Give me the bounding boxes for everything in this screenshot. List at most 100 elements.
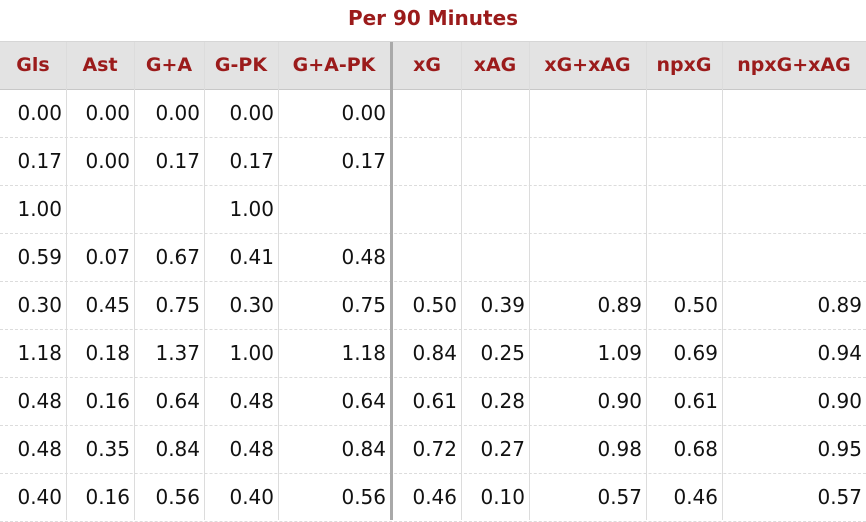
table-cell: 0.00 <box>85 101 130 125</box>
table-row: 0.48 0.16 0.64 0.48 0.64 0.61 0.28 0.90 0.61 0.90 <box>0 378 866 426</box>
table-cell: 0.95 <box>817 437 862 461</box>
table-cell: 0.35 <box>85 437 130 461</box>
table-cell: 0.90 <box>817 389 862 413</box>
table-cell: 0.00 <box>17 101 62 125</box>
table-cell <box>393 186 461 233</box>
table-cell: 1.18 <box>341 341 386 365</box>
table-cell <box>461 234 529 281</box>
table-cell: 0.56 <box>341 485 386 509</box>
table-cell: 0.61 <box>673 389 718 413</box>
table-row: 0.40 0.16 0.56 0.40 0.56 0.46 0.10 0.57 0.46 0.57 <box>0 474 866 522</box>
table-cell: 0.61 <box>412 389 457 413</box>
table-cell <box>278 186 390 233</box>
table-cell: 0.30 <box>229 293 274 317</box>
table-cell: 1.00 <box>229 197 274 221</box>
table-cell <box>529 90 646 137</box>
table-cell <box>529 186 646 233</box>
table-cell <box>722 138 866 185</box>
table-row: 1.00 1.00 <box>0 186 866 234</box>
table-cell: 0.41 <box>229 245 274 269</box>
table-cell: 0.17 <box>155 149 200 173</box>
table-row: 0.30 0.45 0.75 0.30 0.75 0.50 0.39 0.89 0.50 0.89 <box>0 282 866 330</box>
table-cell: 1.18 <box>17 341 62 365</box>
table-cell <box>461 90 529 137</box>
table-cell: 0.00 <box>85 149 130 173</box>
table-cell: 1.00 <box>229 341 274 365</box>
table-cell: 0.72 <box>412 437 457 461</box>
table-cell <box>646 186 722 233</box>
table-cell <box>66 186 134 233</box>
col-header-ast[interactable]: Ast <box>82 54 118 76</box>
group-divider <box>390 42 393 520</box>
table-cell: 0.57 <box>817 485 862 509</box>
col-header-g-plus-a-minus-pk[interactable]: G+A-PK <box>292 54 376 76</box>
col-header-xg[interactable]: xG <box>413 54 441 76</box>
table-cell: 0.50 <box>412 293 457 317</box>
table-cell: 0.07 <box>85 245 130 269</box>
table-cell: 0.17 <box>341 149 386 173</box>
col-header-xg-plus-xag[interactable]: xG+xAG <box>544 54 631 76</box>
table-cell: 0.48 <box>17 389 62 413</box>
table-cell: 0.46 <box>412 485 457 509</box>
table-cell <box>722 186 866 233</box>
table-cell <box>393 90 461 137</box>
table-cell: 0.89 <box>597 293 642 317</box>
table-cell: 0.00 <box>229 101 274 125</box>
column-divider <box>134 42 135 520</box>
table-cell: 0.17 <box>17 149 62 173</box>
table-cell: 0.75 <box>155 293 200 317</box>
table-row: 1.18 0.18 1.37 1.00 1.18 0.84 0.25 1.09 0.69 0.94 <box>0 330 866 378</box>
table-cell: 0.17 <box>229 149 274 173</box>
col-header-npxg[interactable]: npxG <box>656 54 712 76</box>
table-cell: 0.75 <box>341 293 386 317</box>
table-cell: 0.64 <box>341 389 386 413</box>
table-cell: 0.18 <box>85 341 130 365</box>
table-cell: 0.27 <box>480 437 525 461</box>
table-cell <box>529 234 646 281</box>
table-cell <box>722 90 866 137</box>
table-cell: 0.39 <box>480 293 525 317</box>
column-header-row: Gls Ast G+A G-PK G+A-PK xG xAG xG+xAG np… <box>0 42 866 90</box>
table-cell: 0.40 <box>229 485 274 509</box>
table-cell: 0.50 <box>673 293 718 317</box>
table-cell: 0.48 <box>341 245 386 269</box>
table-row: 0.17 0.00 0.17 0.17 0.17 <box>0 138 866 186</box>
table-cell <box>393 234 461 281</box>
table-cell: 0.56 <box>155 485 200 509</box>
table-cell <box>646 90 722 137</box>
table-cell: 0.40 <box>17 485 62 509</box>
table-cell: 1.09 <box>597 341 642 365</box>
table-cell: 0.45 <box>85 293 130 317</box>
column-divider <box>66 42 67 520</box>
table-cell: 0.94 <box>817 341 862 365</box>
table-cell: 0.00 <box>341 101 386 125</box>
table-cell <box>646 234 722 281</box>
table-cell: 0.48 <box>17 437 62 461</box>
table-cell: 0.48 <box>229 389 274 413</box>
table-cell: 0.90 <box>597 389 642 413</box>
col-header-g-plus-a[interactable]: G+A <box>145 54 193 76</box>
table-cell: 0.25 <box>480 341 525 365</box>
col-header-xag[interactable]: xAG <box>473 54 517 76</box>
table-cell: 0.89 <box>817 293 862 317</box>
col-header-g-minus-pk[interactable]: G-PK <box>214 54 268 76</box>
table-cell: 1.00 <box>17 197 62 221</box>
table-row: 0.59 0.07 0.67 0.41 0.48 <box>0 234 866 282</box>
table-cell <box>722 234 866 281</box>
col-header-gls[interactable]: Gls <box>16 54 50 76</box>
table-cell: 0.16 <box>85 389 130 413</box>
col-header-npxg-plus-xag[interactable]: npxG+xAG <box>737 54 851 76</box>
table-cell <box>529 138 646 185</box>
section-title: Per 90 Minutes <box>347 6 519 30</box>
table-cell: 0.68 <box>673 437 718 461</box>
table-cell: 1.37 <box>155 341 200 365</box>
column-divider <box>529 42 530 520</box>
table-cell: 0.69 <box>673 341 718 365</box>
table-cell: 0.48 <box>229 437 274 461</box>
table-cell <box>393 138 461 185</box>
table-cell: 0.84 <box>341 437 386 461</box>
table-cell: 0.98 <box>597 437 642 461</box>
column-divider <box>722 42 723 520</box>
column-divider <box>278 42 279 520</box>
table-row: 0.00 0.00 0.00 0.00 0.00 <box>0 90 866 138</box>
